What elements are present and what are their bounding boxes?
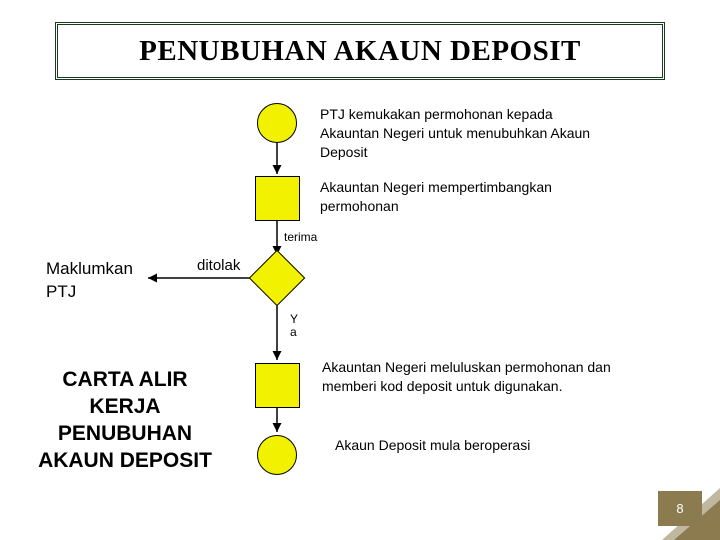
carta-alir-title: CARTA ALIR KERJA PENUBUHAN AKAUN DEPOSIT <box>25 367 225 475</box>
maklumkan-line1: Maklumkan <box>46 258 133 281</box>
edge-label-terima: terima <box>284 230 317 244</box>
flow-process-consider-desc: Akauntan Negeri mempertimbangkan permoho… <box>320 178 610 216</box>
maklumkan-line2: PTJ <box>46 281 133 304</box>
left-text-maklumkan: Maklumkan PTJ <box>46 258 133 304</box>
title-box: PENUBUHAN AKAUN DEPOSIT <box>55 22 665 80</box>
flow-end <box>257 435 297 475</box>
flow-process-approve <box>255 363 300 408</box>
flow-process-approve-desc: Akauntan Negeri meluluskan permohonan da… <box>322 358 622 396</box>
page-title: PENUBUHAN AKAUN DEPOSIT <box>139 35 581 68</box>
edge-label-ya: Y a <box>290 313 298 338</box>
flow-decision <box>257 258 297 298</box>
flow-start <box>257 103 297 143</box>
flow-end-desc: Akaun Deposit mula beroperasi <box>335 436 585 455</box>
flow-start-desc: PTJ kemukakan permohonan kepada Akauntan… <box>320 105 610 162</box>
flow-process-consider <box>255 176 300 221</box>
edge-label-ditolak: ditolak <box>197 257 240 274</box>
page-number: 8 <box>676 501 683 516</box>
page-number-badge: 8 <box>658 491 702 526</box>
